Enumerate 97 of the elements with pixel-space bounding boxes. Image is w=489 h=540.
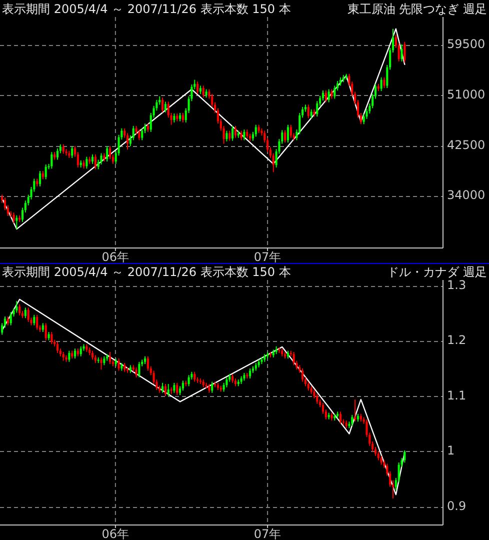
candlestick — [12, 212, 15, 224]
candlestick — [307, 104, 310, 119]
candlestick — [141, 128, 144, 141]
candlestick — [316, 393, 318, 404]
candlestick — [290, 124, 292, 138]
candlestick — [182, 112, 184, 123]
candlestick — [284, 130, 286, 144]
candlestick — [16, 300, 18, 314]
y-tick-label: 42500 — [447, 138, 486, 152]
candlestick — [328, 88, 330, 103]
candlestick — [71, 146, 74, 158]
y-tick-label: 51000 — [447, 87, 486, 102]
y-tick-label: 1.3 — [447, 278, 466, 292]
candlestick — [74, 348, 76, 360]
candlestick — [330, 88, 333, 100]
candlestick — [91, 154, 94, 164]
candlestick — [383, 76, 386, 89]
x-tick-label: 06年 — [102, 527, 130, 540]
y-tick-label: 0.9 — [447, 499, 466, 514]
candlestick — [240, 130, 242, 141]
candlestick — [164, 101, 166, 113]
candlestick — [254, 124, 257, 138]
candlestick — [109, 351, 112, 365]
chart-title: ドル・カナダ 週足 — [387, 265, 487, 279]
chart-subtitle: 表示期間 2005/4/4 ～ 2007/11/26 表示本数 150 本 — [2, 265, 291, 279]
y-tick-label: 1.1 — [447, 388, 466, 402]
line-series — [1, 298, 406, 496]
candlestick — [118, 358, 120, 372]
candlestick — [44, 322, 47, 341]
candlestick — [38, 170, 42, 187]
candlestick — [194, 371, 196, 382]
y-tick-label: 59500 — [447, 37, 486, 52]
candlestick — [380, 76, 382, 92]
candlestick — [146, 356, 149, 372]
candlestick — [68, 350, 70, 362]
candlestick — [182, 380, 184, 392]
candlestick — [100, 356, 102, 370]
candlestick — [138, 361, 140, 378]
candlestick — [80, 346, 82, 357]
candlestick — [226, 376, 228, 388]
candlestick — [226, 130, 228, 142]
candlestick — [24, 307, 26, 319]
candlestick — [351, 414, 354, 427]
x-tick-label: 06年 — [102, 250, 130, 264]
candlestick — [302, 368, 304, 382]
candlestick — [173, 382, 176, 394]
candlestick — [243, 129, 246, 141]
candlestick — [36, 314, 38, 330]
candlestick — [196, 81, 199, 94]
candlestick — [33, 314, 36, 326]
candlestick — [404, 450, 406, 464]
candlestick — [211, 381, 214, 394]
y-tick-label: 1 — [447, 444, 455, 458]
candlestick — [167, 383, 170, 397]
line-series — [1, 28, 406, 230]
candlestick — [44, 164, 47, 180]
candlestick — [354, 398, 356, 422]
candlestick — [56, 341, 59, 354]
candlestick — [50, 331, 53, 345]
candlestick — [228, 130, 231, 142]
candlestick — [202, 85, 204, 98]
candlestick — [400, 44, 403, 62]
candlestick — [56, 148, 59, 160]
candlestick — [188, 374, 190, 387]
candlestick — [162, 382, 164, 394]
candlestick — [232, 125, 234, 142]
candlestick — [334, 85, 336, 100]
candlestick — [94, 154, 96, 170]
candlestick — [100, 152, 102, 165]
candlestick — [162, 97, 164, 113]
candlestick — [135, 366, 138, 378]
candlestick — [27, 307, 30, 323]
candlestick — [404, 41, 406, 64]
candlestick — [50, 152, 53, 170]
candlestick — [16, 214, 18, 230]
y-tick-label: 34000 — [447, 188, 486, 202]
candlestick — [106, 146, 108, 162]
candlestick — [86, 156, 88, 170]
x-tick-label: 07年 — [254, 527, 282, 540]
candlestick — [234, 125, 236, 138]
chart-title: 東工原油 先限つなぎ 週足 — [347, 2, 487, 16]
candlestick — [176, 382, 178, 396]
y-tick-label: 1.2 — [447, 333, 466, 348]
chart-subtitle: 表示期間 2005/4/4 ～ 2007/11/26 表示本数 150 本 — [2, 2, 291, 16]
candlestick — [138, 129, 140, 141]
candlestick — [126, 132, 129, 150]
candlestick — [10, 312, 12, 326]
candlestick — [286, 124, 289, 144]
candlestick — [292, 351, 295, 366]
candlestick — [249, 368, 252, 379]
candlestick — [18, 304, 21, 316]
candlestick — [109, 146, 112, 160]
candlestick — [62, 144, 64, 154]
candlestick — [324, 90, 327, 103]
candlestick — [164, 383, 166, 397]
candlestick — [339, 411, 342, 424]
x-tick-label: 07年 — [254, 250, 282, 264]
